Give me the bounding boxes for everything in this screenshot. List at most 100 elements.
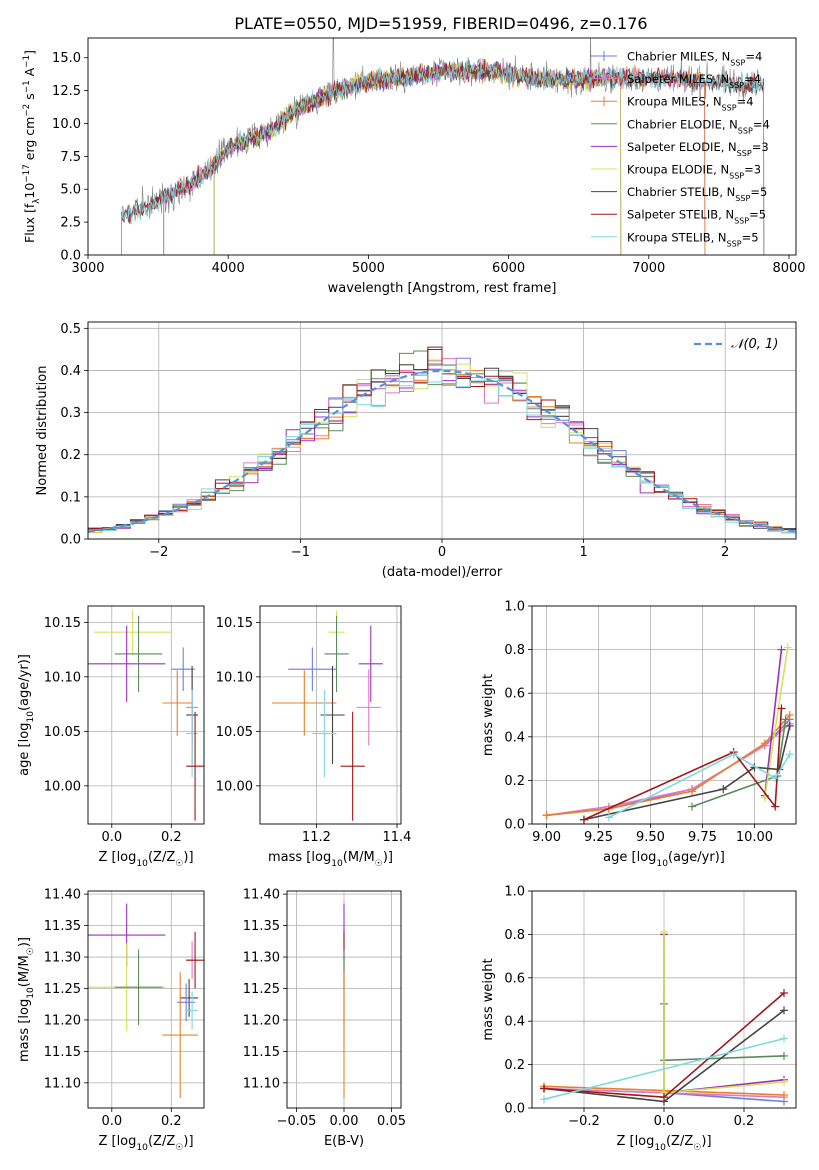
y-tick-label: 11.10 [44,1076,81,1091]
axes-frame [286,890,402,1109]
y-tick-label: 0.6 [504,971,525,986]
weight-line-kroupa-stelib [608,753,791,819]
weight-vs-z-panel: −0.2 0.0 0.2 0.0 0.2 0.4 0.6 0.8 1.0 Z [log10(Z/Z… [481,885,797,1153]
legend-label: Salpeter STELIB, NSSP=5 [627,208,766,226]
x-tick-label: −0.05 [277,1114,317,1129]
legend-label: Chabrier MILES, NSSP=4 [627,50,762,68]
y-tick-label: 10.0 [52,117,81,132]
x-tick-label: −0.2 [568,1114,600,1129]
y-tick-label: 11.20 [243,1013,280,1028]
y-tick-label: 1.0 [504,885,525,900]
x-axis-label: Z [log10(Z/Z☉)] [98,850,193,869]
y-tick-label: 11.35 [44,919,81,934]
residuals-panel: −2 −1 0 1 2 0.0 0.1 0.2 0.3 0.4 0.5 (data-model)/er… [35,321,797,580]
x-tick-label: 0.0 [101,1114,122,1129]
model-spectrum-chabrier-miles [163,59,706,255]
age-vs-z-panel: 0.0 0.2 10.00 10.05 10.10 10.15 Z [log10(Z/Z☉)… [17,605,205,869]
y-tick-label: 12.5 [52,84,81,99]
x-tick-label: 6000 [492,261,525,276]
mass-vs-z-panel: 0.0 0.2 11.10 11.15 11.20 11.25 11.30 11.35 11.4… [17,888,205,1153]
x-tick-label: 5000 [352,261,385,276]
model-spectrum-kroupa-elodie [213,60,622,255]
y-tick-label: 11.40 [243,888,280,903]
y-axis-label: mass weight [481,958,496,1040]
x-tick-label: 0.00 [330,1114,359,1129]
y-tick-label: 11.40 [44,888,81,903]
x-axis-label: wavelength [Angstrom, rest frame] [328,281,557,296]
y-tick-label: 10.00 [44,779,81,794]
legend-label: Kroupa STELIB, NSSP=5 [627,230,759,248]
y-tick-label: 0.0 [504,818,525,833]
y-axis-label: Flux [fλ10−17 erg cm−2 s−1 A−1] [22,50,42,243]
x-tick-label: 0.05 [377,1114,406,1129]
y-tick-label: 10.00 [216,779,253,794]
x-axis-label: E(B-V) [324,1134,364,1149]
y-tick-label: 0.3 [60,406,81,421]
y-tick-label: 15.0 [52,51,81,66]
y-tick-label: 2.5 [60,216,81,231]
x-tick-label: 0.2 [734,1114,755,1129]
model-spectrum-kroupa-miles [163,62,706,255]
y-tick-label: 0.8 [504,928,525,943]
x-tick-label: 3000 [71,261,104,276]
axes-frame [87,890,205,1109]
y-tick-label: 11.35 [243,919,280,934]
y-tick-label: 10.10 [44,670,81,685]
x-tick-label: 9.75 [688,830,717,845]
axes-frame [87,321,797,540]
weight-line-salpeter-elodie [663,934,785,1094]
x-tick-label: 9.00 [532,830,561,845]
legend-label: Kroupa MILES, NSSP=4 [627,95,754,113]
y-tick-label: 0.6 [504,687,525,702]
y-tick-label: 0.1 [60,490,81,505]
x-tick-label: 0.2 [161,830,182,845]
normal-curve [87,369,797,533]
y-tick-label: 0.4 [504,1015,525,1030]
y-tick-label: 11.30 [44,951,81,966]
legend-label: 𝒩(0, 1) [731,337,778,352]
y-tick-label: 1.0 [504,600,525,615]
x-tick-label: −2 [149,545,168,560]
y-tick-label: 11.25 [243,982,280,997]
y-tick-label: 0.4 [60,364,81,379]
y-tick-label: 11.25 [44,982,81,997]
model-spectrum-kroupa-stelib [121,60,765,255]
x-tick-label: 11.4 [382,830,411,845]
x-tick-label: 8000 [772,261,805,276]
y-tick-label: 0.5 [60,322,81,337]
y-axis-label: age [log10(age/yr)] [17,654,36,776]
y-tick-label: 0.2 [60,448,81,463]
figure-title: PLATE=0550, MJD=51959, FIBERID=0496, z=0… [234,14,647,33]
y-tick-label: 10.15 [44,616,81,631]
weight-line-chabrier-elodie [663,1003,785,1062]
weight-line-kroupa-elodie [663,932,785,1094]
y-tick-label: 11.15 [44,1045,81,1060]
y-tick-label: 10.15 [216,616,253,631]
model-spectrum-salpeter-elodie [213,58,622,255]
y-tick-label: 0.2 [504,774,525,789]
spectrum-panel: 3000 4000 5000 6000 7000 8000 0.0 2.5 5.0 7.5 10.0… [22,37,806,296]
weight-vs-age-panel: 9.00 9.25 9.50 9.75 10.00 0.0 0.2 0.4 0.6 0.8 1.0 a… [481,600,797,869]
model-spectrum-salpeter-miles [163,61,706,255]
axes-frame [531,605,797,825]
y-tick-label: 0.2 [504,1058,525,1073]
y-tick-label: 5.0 [60,183,81,198]
x-axis-label: mass [log10(M/M☉)] [268,850,393,869]
y-tick-label: 0.8 [504,643,525,658]
y-axis-label: mass [log10(M/M☉)] [17,937,36,1062]
weight-line-salpeter-stelib [583,708,783,821]
x-axis-label: age [log10(age/yr)] [603,850,725,869]
axes-frame [87,37,797,256]
x-tick-label: 0.0 [654,1114,675,1129]
legend-label: Kroupa ELODIE, NSSP=3 [627,163,761,181]
y-tick-label: 10.05 [44,725,81,740]
x-tick-label: 0.2 [161,1114,182,1129]
x-tick-label: 10.00 [736,830,773,845]
mass-vs-ebv-panel: −0.05 0.00 0.05 11.10 11.15 11.20 11.25 11.30 11… [243,888,406,1149]
y-axis-label: mass weight [481,674,496,756]
x-tick-label: 2 [721,545,729,560]
y-tick-label: 10.10 [216,670,253,685]
y-tick-label: 0.0 [60,533,81,548]
weight-line-kroupa-elodie [764,647,789,798]
